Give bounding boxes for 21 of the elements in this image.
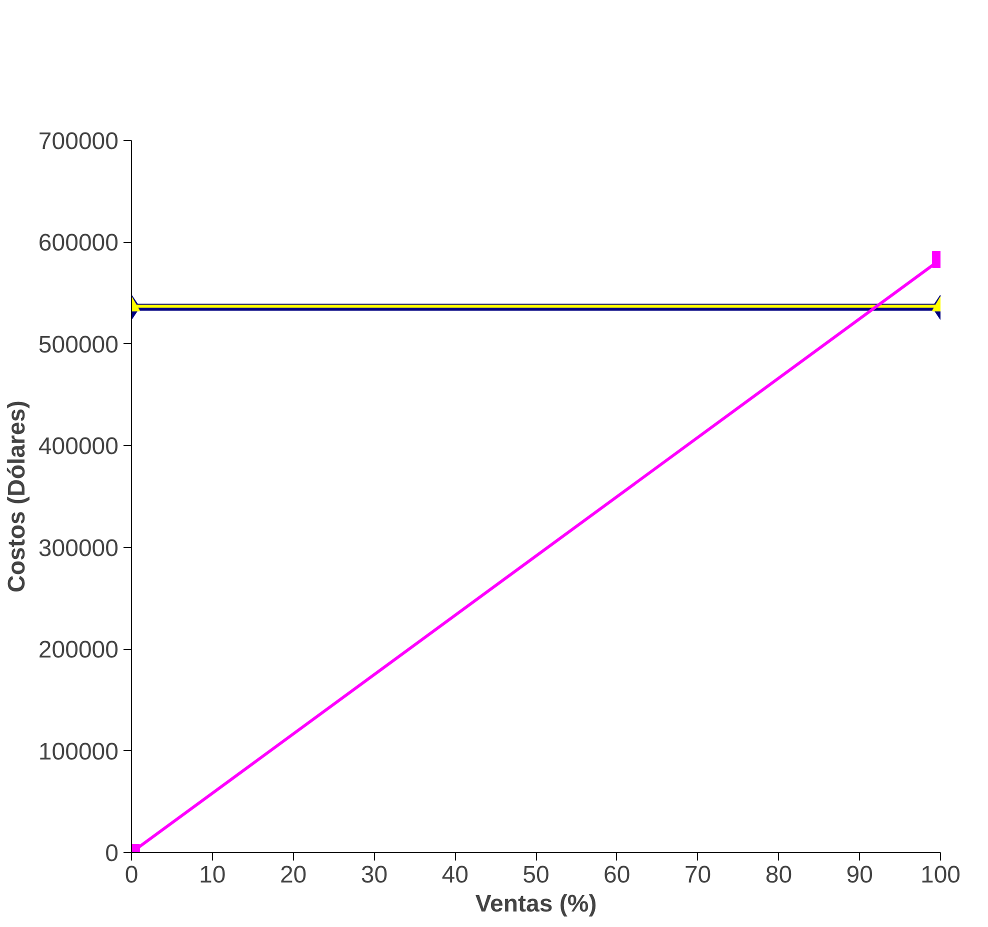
x-tick-label: 0 xyxy=(124,862,138,888)
x-tick-label: 10 xyxy=(199,862,226,888)
x-tick-label: 30 xyxy=(360,862,388,888)
x-tick-label: 70 xyxy=(684,862,712,888)
x-tick-label: 50 xyxy=(522,862,550,888)
x-tick-label: 100 xyxy=(920,862,961,888)
y-tick-label: 500000 xyxy=(38,331,119,358)
y-tick-label: 300000 xyxy=(38,534,119,562)
y-axis-title: Costos (Dólares) xyxy=(3,400,30,593)
y-tick-label: 0 xyxy=(105,840,119,867)
x-axis-title: Ventas (%) xyxy=(475,890,597,918)
y-tick-label: 200000 xyxy=(38,636,119,664)
x-tick-label: 60 xyxy=(604,862,630,888)
y-tick-label: 400000 xyxy=(38,433,119,460)
y-tick-label: 700000 xyxy=(38,128,119,155)
y-tick-label: 600000 xyxy=(38,230,119,257)
x-tick-label: 90 xyxy=(846,862,873,888)
x-tick-label: 80 xyxy=(765,862,792,888)
y-tick-label: 100000 xyxy=(38,738,119,766)
x-tick-label: 20 xyxy=(280,862,307,888)
x-tick-label: 40 xyxy=(442,862,468,888)
